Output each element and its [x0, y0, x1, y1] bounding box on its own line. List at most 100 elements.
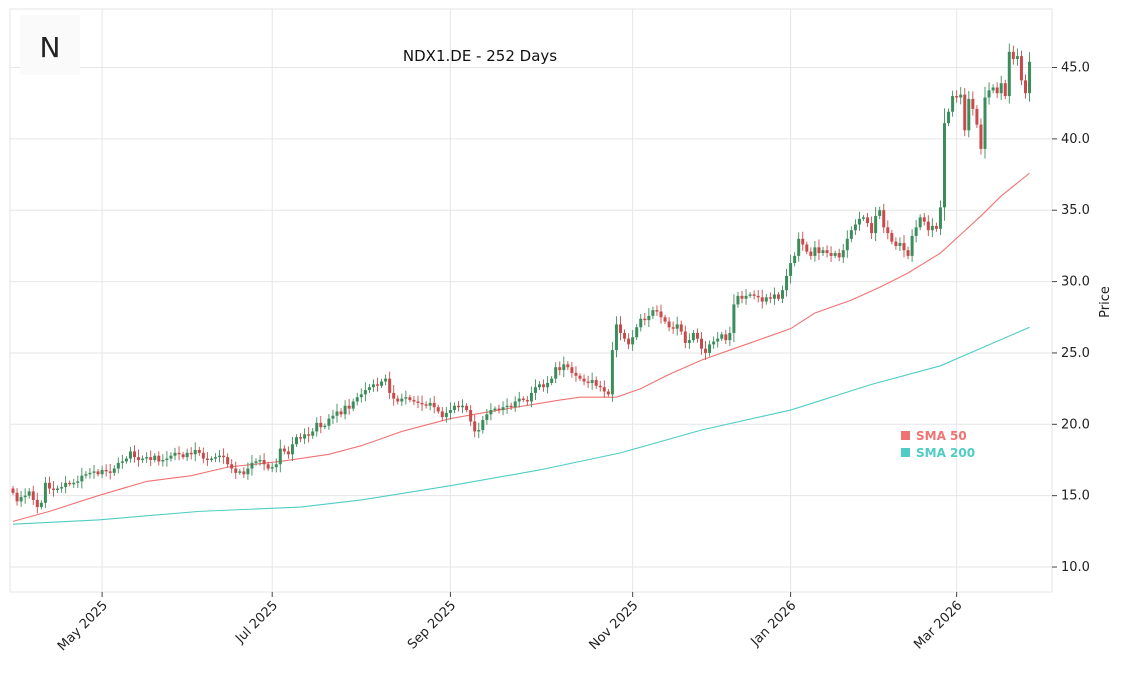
- candle: [724, 329, 728, 345]
- candle-body: [133, 451, 136, 458]
- candle: [813, 240, 817, 262]
- legend-swatch-sma200: [901, 448, 910, 457]
- candle-body: [675, 324, 679, 329]
- candle-body: [335, 411, 339, 416]
- candle-body: [436, 407, 440, 412]
- grid: [10, 9, 1052, 592]
- candle: [797, 232, 801, 262]
- candle-body: [943, 123, 946, 208]
- candle-body: [485, 414, 489, 421]
- candle: [120, 454, 124, 469]
- candle-body: [781, 290, 784, 299]
- candle: [635, 324, 639, 341]
- candle-body: [582, 378, 586, 382]
- candle: [489, 403, 493, 421]
- candle: [647, 308, 651, 328]
- candle-body: [258, 459, 262, 462]
- candle-body: [857, 218, 861, 225]
- candle: [68, 480, 72, 487]
- legend-label-sma50: SMA 50: [916, 429, 967, 443]
- candle: [1007, 43, 1011, 104]
- candle-body: [355, 397, 359, 402]
- candle-body: [84, 474, 88, 476]
- candle: [52, 481, 55, 497]
- candle: [683, 325, 687, 349]
- candle: [189, 447, 193, 460]
- y-tick-label: 15.0: [1061, 489, 1090, 504]
- candle: [967, 91, 971, 138]
- candle-body: [732, 304, 736, 333]
- candle-body: [768, 297, 772, 299]
- candle: [161, 454, 165, 467]
- logo-box: [20, 15, 80, 75]
- candle: [359, 388, 363, 403]
- candle-body: [254, 461, 258, 463]
- candle: [841, 243, 845, 263]
- candle: [432, 396, 436, 414]
- y-tick-label: 20.0: [1061, 417, 1090, 432]
- candle: [947, 108, 951, 127]
- candle-body: [371, 384, 375, 388]
- candle: [825, 245, 829, 258]
- candle-body: [614, 324, 618, 351]
- candle: [890, 230, 894, 245]
- candle: [695, 328, 699, 343]
- candle: [610, 341, 614, 402]
- candle: [525, 396, 529, 406]
- candle-body: [161, 459, 165, 462]
- candle: [999, 75, 1003, 100]
- candle: [39, 500, 43, 510]
- candle: [955, 90, 959, 103]
- candle-body: [655, 310, 659, 312]
- candle-body: [517, 398, 521, 402]
- candle-body: [756, 295, 760, 298]
- candle: [226, 453, 230, 468]
- candle: [64, 475, 68, 494]
- candle-body: [963, 94, 967, 131]
- candle-body: [218, 455, 222, 458]
- candle-body: [145, 457, 149, 459]
- candle-body: [853, 224, 857, 231]
- candle-body: [112, 468, 116, 473]
- candle: [173, 447, 177, 461]
- candle-body: [23, 495, 27, 498]
- candle-body: [60, 487, 64, 489]
- candle: [963, 88, 967, 137]
- candle: [193, 442, 197, 462]
- candle-body: [295, 437, 298, 445]
- candle-body: [691, 332, 695, 341]
- candle-body: [529, 392, 533, 402]
- candle: [197, 446, 201, 456]
- candle: [975, 105, 979, 128]
- candle: [47, 476, 51, 495]
- candle-body: [497, 408, 501, 411]
- candle: [108, 463, 112, 480]
- candle-body: [246, 468, 250, 475]
- candle-body: [938, 207, 942, 229]
- candle-body: [380, 381, 384, 386]
- candle-body: [542, 384, 546, 388]
- candle: [327, 414, 331, 430]
- candle: [165, 451, 169, 467]
- candle: [740, 290, 744, 304]
- candle: [290, 436, 294, 461]
- candle-body: [590, 380, 594, 383]
- candle: [675, 316, 679, 336]
- candle: [270, 463, 274, 473]
- candle-body: [586, 381, 590, 383]
- candle-body: [197, 449, 201, 453]
- candle: [201, 447, 205, 464]
- candle-body: [416, 401, 420, 403]
- candle: [886, 220, 890, 240]
- candle-body: [214, 457, 217, 459]
- candle: [538, 381, 541, 391]
- candle-body: [845, 238, 849, 251]
- candle: [104, 464, 108, 477]
- candle: [853, 219, 857, 235]
- candle: [785, 268, 789, 297]
- candle: [837, 248, 841, 262]
- candle-body: [870, 223, 874, 234]
- x-tick-label: Mar 2026: [911, 598, 965, 652]
- candle: [870, 216, 874, 239]
- candle-body: [457, 405, 460, 408]
